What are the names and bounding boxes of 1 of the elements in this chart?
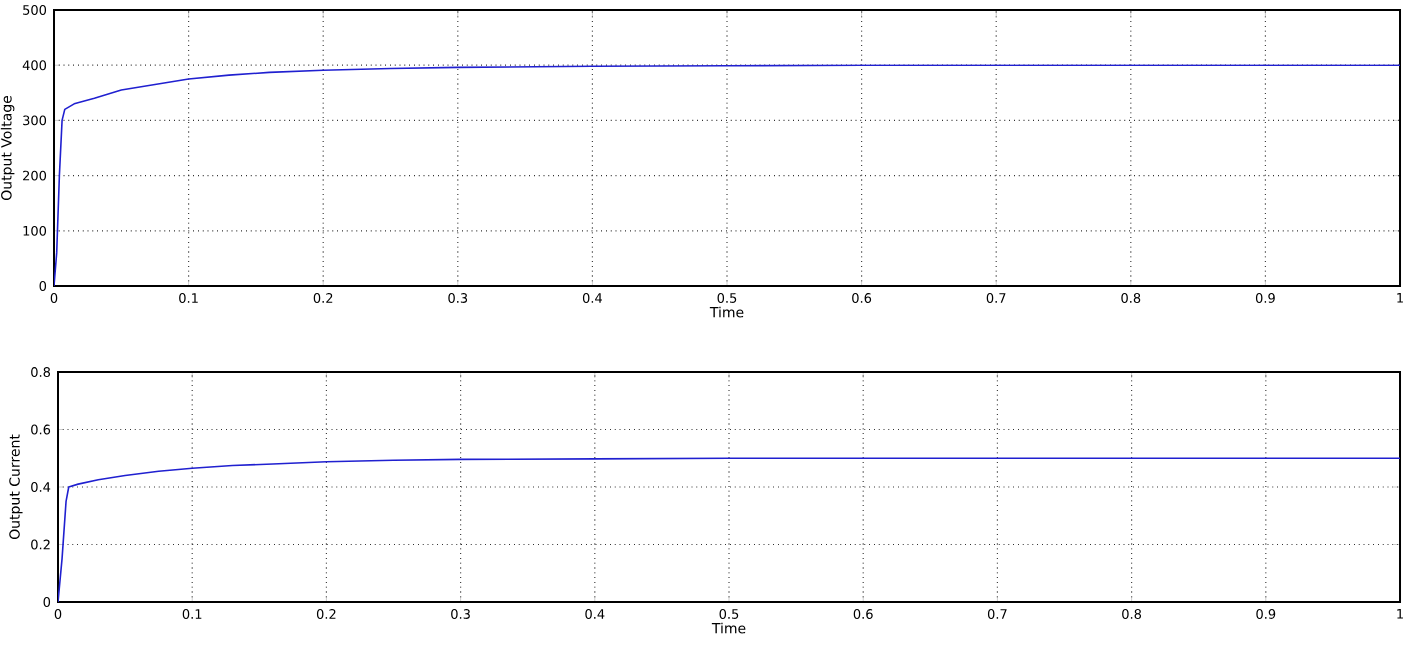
line-series [58, 457, 1401, 602]
